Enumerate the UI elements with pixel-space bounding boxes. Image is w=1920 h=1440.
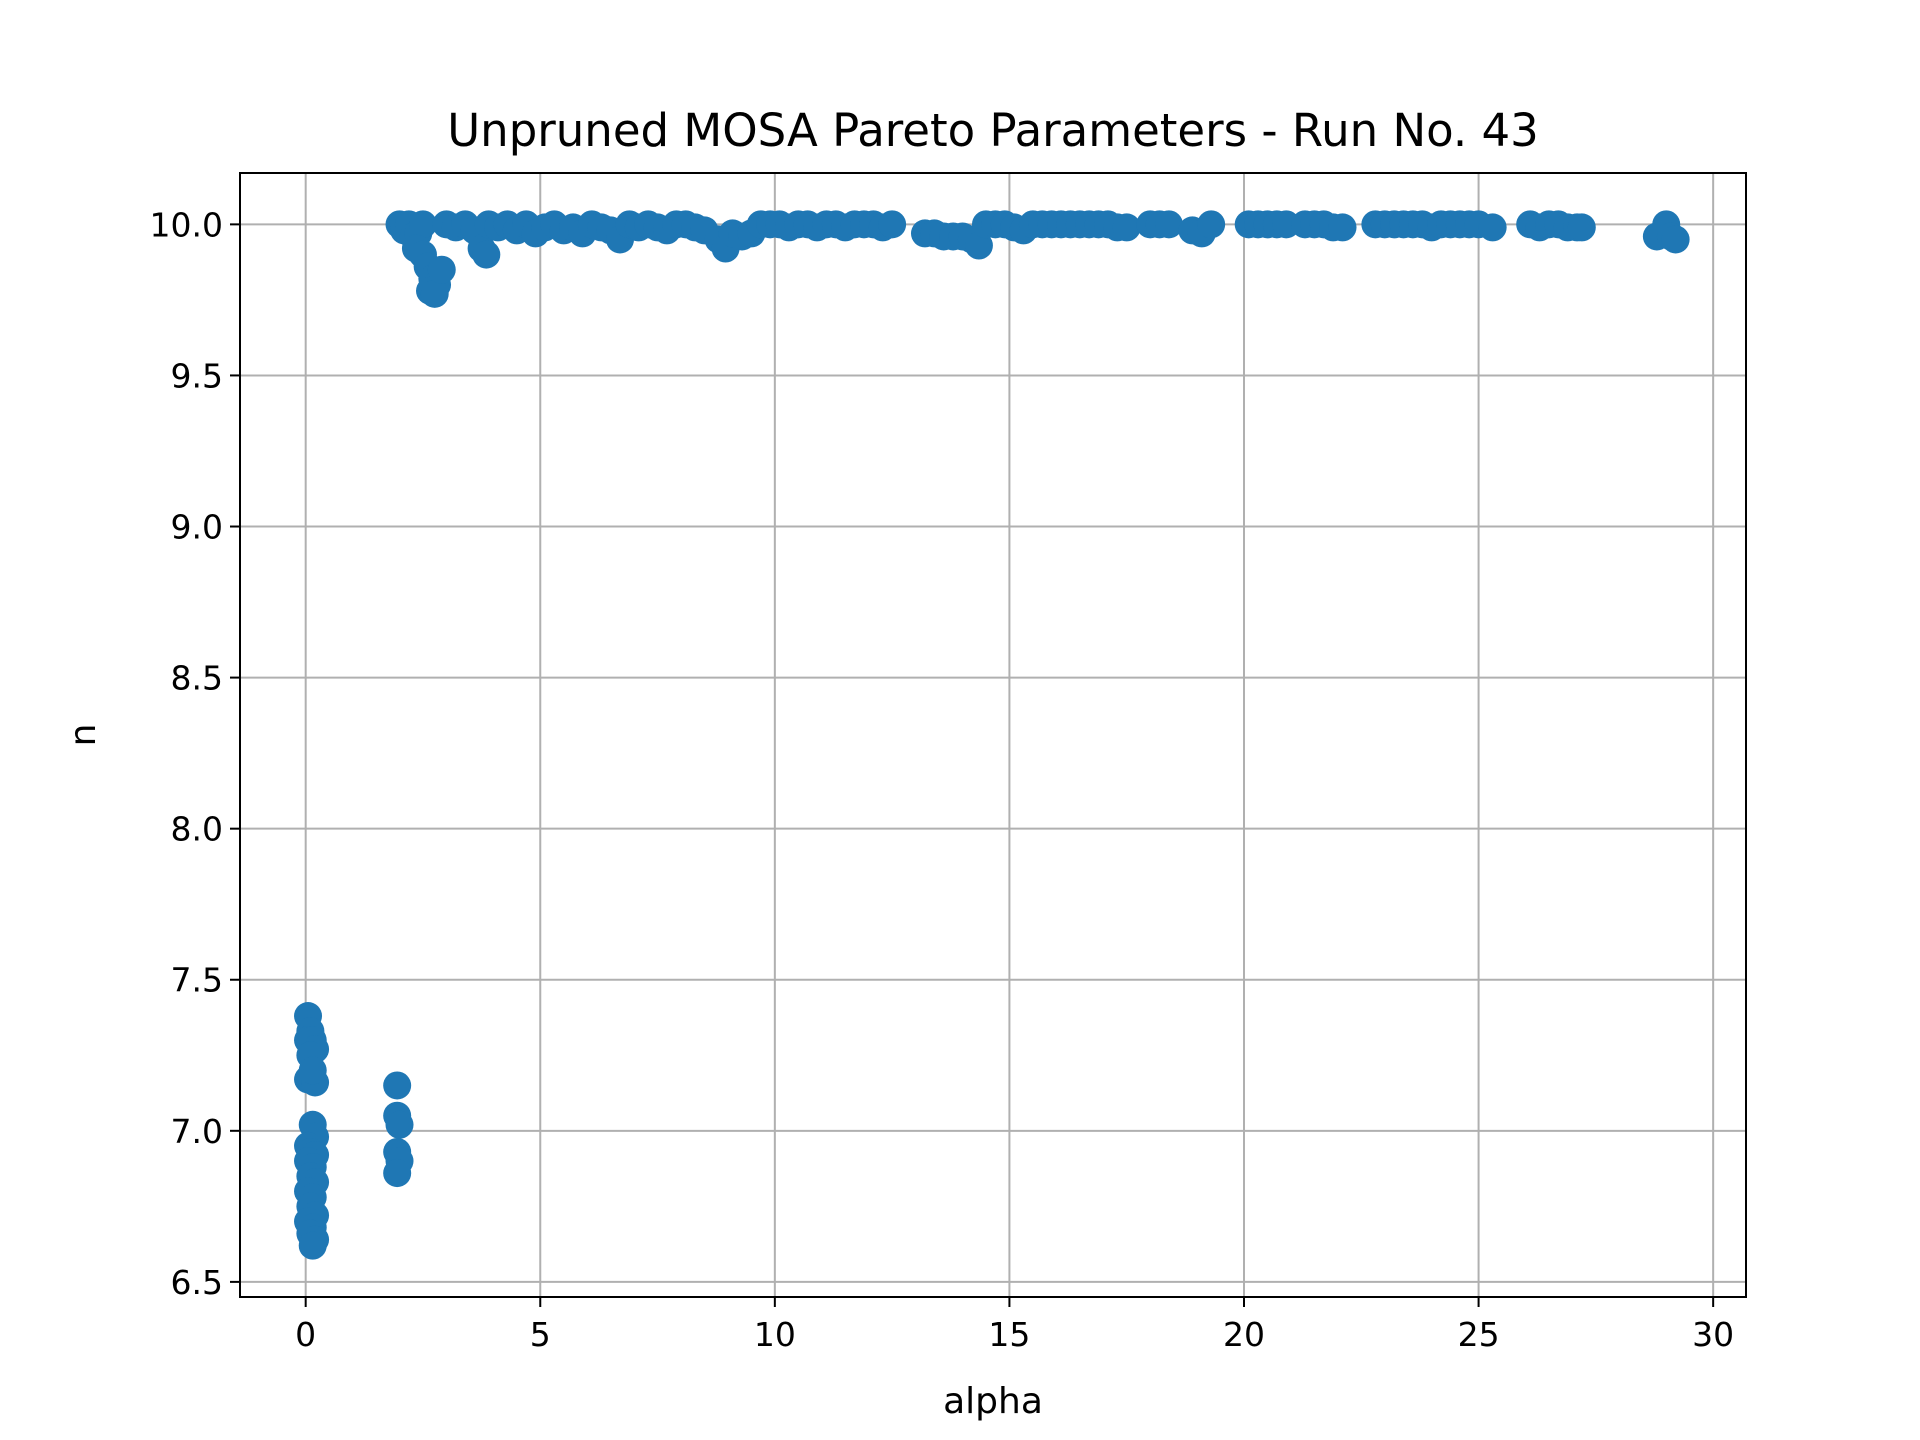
x-tick-label: 20 bbox=[1223, 1315, 1265, 1354]
data-point bbox=[408, 210, 437, 239]
data-point bbox=[1154, 210, 1183, 239]
y-tick-label: 9.0 bbox=[171, 508, 223, 547]
chart-title: Unpruned MOSA Pareto Parameters - Run No… bbox=[447, 104, 1539, 157]
x-axis-label: alpha bbox=[943, 1381, 1043, 1422]
data-point bbox=[472, 240, 501, 269]
data-point bbox=[298, 1231, 327, 1260]
data-point bbox=[1197, 210, 1226, 239]
x-tick-label: 0 bbox=[295, 1315, 316, 1354]
axis-ticks: 0 5 10 15 20 25 30 6.5 7.0 7.5 8.0 8.5 9.0 9.5 10.0 bbox=[150, 205, 1735, 1354]
x-tick-label: 15 bbox=[988, 1315, 1030, 1354]
data-point bbox=[420, 279, 449, 308]
data-point bbox=[964, 231, 993, 260]
data-points bbox=[294, 210, 1690, 1260]
data-point bbox=[878, 210, 907, 239]
data-point bbox=[427, 255, 456, 284]
data-point bbox=[1661, 225, 1690, 254]
y-tick-label: 10.0 bbox=[150, 205, 223, 244]
y-tick-label: 6.5 bbox=[171, 1263, 223, 1302]
y-tick-label: 8.5 bbox=[171, 659, 223, 698]
y-tick-label: 7.0 bbox=[171, 1112, 223, 1151]
y-tick-label: 8.0 bbox=[171, 810, 223, 849]
x-tick-label: 10 bbox=[754, 1315, 796, 1354]
x-tick-label: 30 bbox=[1692, 1315, 1734, 1354]
y-axis-label: n bbox=[63, 724, 104, 747]
data-point bbox=[1478, 213, 1507, 242]
y-tick-label: 9.5 bbox=[171, 356, 223, 395]
data-point bbox=[1567, 213, 1596, 242]
x-tick-label: 5 bbox=[530, 1315, 551, 1354]
data-point bbox=[383, 1071, 412, 1100]
y-tick-label: 7.5 bbox=[171, 961, 223, 1000]
data-point bbox=[1112, 213, 1141, 242]
data-point bbox=[1328, 213, 1357, 242]
data-point bbox=[298, 1056, 327, 1085]
grid-lines bbox=[240, 173, 1746, 1297]
data-point bbox=[385, 1110, 414, 1139]
plot-area-frame bbox=[239, 172, 1747, 1298]
x-tick-label: 25 bbox=[1458, 1315, 1500, 1354]
data-point bbox=[383, 1159, 412, 1188]
